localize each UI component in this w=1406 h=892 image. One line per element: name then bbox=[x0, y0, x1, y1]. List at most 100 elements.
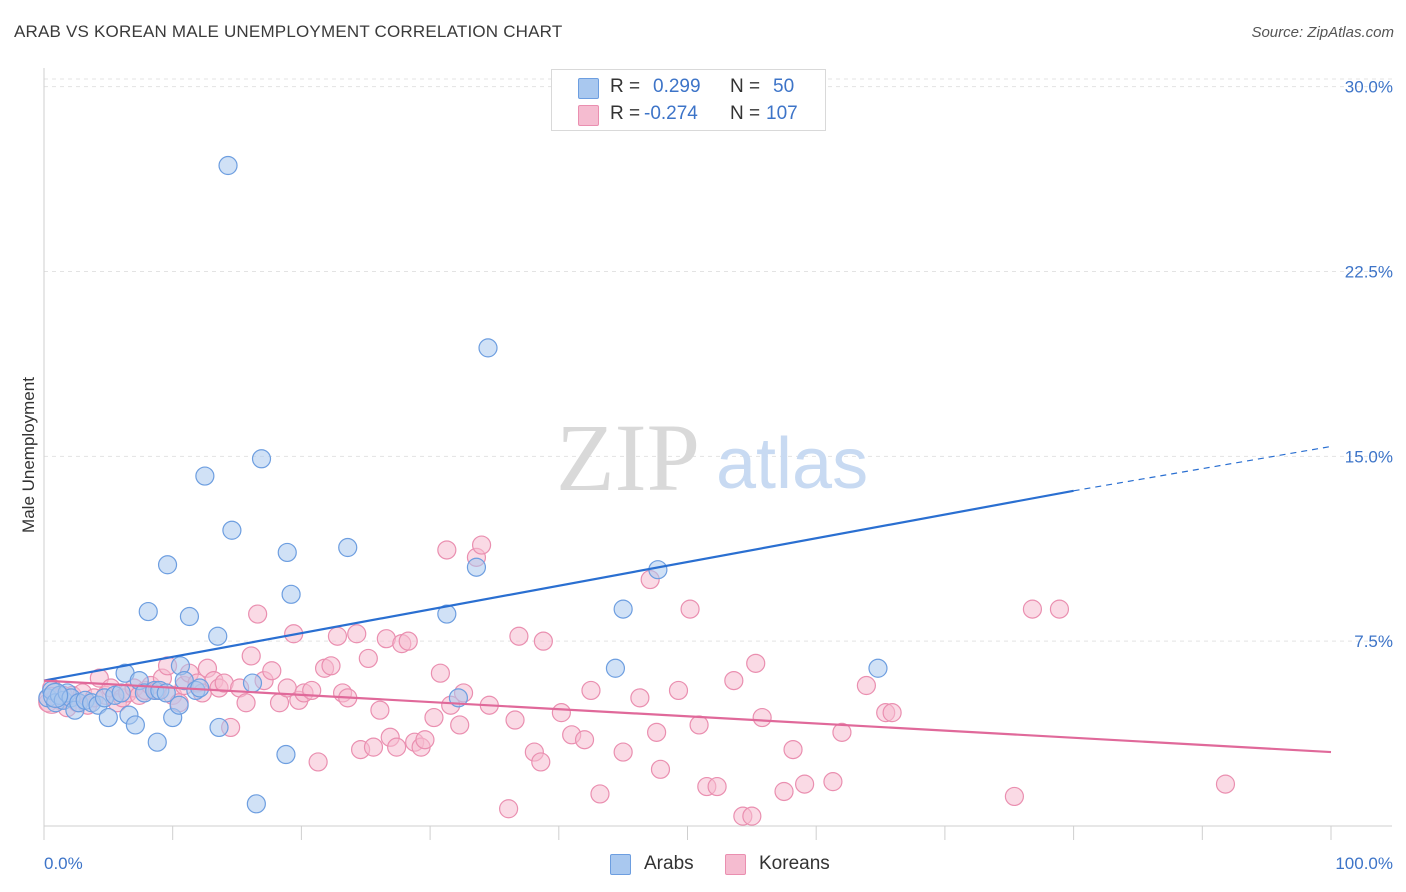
korean-point bbox=[509, 626, 529, 646]
korean-point bbox=[308, 752, 328, 772]
korean-point bbox=[650, 759, 671, 779]
arab-trend-line bbox=[43, 489, 1074, 682]
korean-point bbox=[327, 626, 348, 646]
arab-point bbox=[605, 658, 626, 678]
arab-point bbox=[338, 537, 358, 558]
korean-point bbox=[680, 599, 700, 619]
korean-point bbox=[450, 715, 470, 735]
korean-point bbox=[1022, 599, 1043, 619]
arabs-label: Arabs bbox=[644, 853, 694, 874]
arab-point bbox=[169, 695, 189, 715]
korean-point bbox=[505, 710, 525, 730]
korean-point bbox=[752, 707, 772, 728]
arab-point bbox=[281, 584, 301, 604]
legend-r-label: R = bbox=[610, 76, 641, 97]
arab-point bbox=[147, 732, 167, 752]
arab-point bbox=[276, 744, 296, 765]
arab-point bbox=[242, 673, 263, 693]
korean-swatch bbox=[578, 105, 599, 126]
y-tick-label: 7.5% bbox=[1354, 632, 1393, 651]
korean-point bbox=[742, 806, 762, 826]
korean-point bbox=[347, 624, 367, 644]
korean-point bbox=[574, 730, 595, 750]
korean-point bbox=[613, 742, 633, 762]
korean-point bbox=[1004, 786, 1024, 807]
legend-r-value: 0.299 bbox=[653, 76, 701, 97]
korean-point bbox=[531, 752, 551, 772]
y-tick-label: 22.5% bbox=[1345, 262, 1393, 281]
tick-labels: 7.5% 15.0% 22.5% 30.0% 0.0% 100.0% bbox=[44, 78, 1393, 873]
arab-swatch bbox=[610, 854, 631, 875]
korean-point bbox=[363, 737, 384, 757]
korean-point bbox=[415, 730, 435, 750]
korean-point bbox=[424, 707, 444, 728]
arab-trend-extension bbox=[1073, 445, 1332, 492]
korean-point bbox=[689, 715, 709, 735]
korean-point bbox=[358, 648, 378, 669]
y-tick-label: 30.0% bbox=[1345, 78, 1393, 97]
korean-point bbox=[590, 784, 610, 804]
korean-point bbox=[241, 646, 261, 666]
korean-point bbox=[746, 653, 766, 673]
korean-point bbox=[533, 631, 553, 651]
trend-lines bbox=[43, 445, 1332, 754]
watermark-atlas: atlas bbox=[716, 424, 868, 504]
korean-point bbox=[724, 670, 744, 691]
korean-point bbox=[581, 680, 601, 701]
korean-points bbox=[38, 535, 1236, 826]
korean-point bbox=[262, 661, 282, 681]
arab-point bbox=[111, 683, 131, 703]
arab-point bbox=[98, 707, 118, 728]
korean-point bbox=[630, 688, 650, 708]
legend-r-value: -0.274 bbox=[644, 103, 698, 124]
arab-point bbox=[209, 717, 229, 738]
arab-swatch bbox=[578, 78, 599, 99]
legend-n-value: 107 bbox=[766, 103, 798, 124]
korean-point bbox=[437, 540, 457, 560]
korean-point bbox=[774, 781, 794, 802]
korean-point bbox=[236, 693, 256, 713]
arab-point bbox=[208, 626, 228, 646]
arab-point bbox=[157, 555, 178, 575]
korean-point bbox=[1215, 774, 1236, 794]
korean-point bbox=[783, 739, 803, 760]
x-tick-label: 100.0% bbox=[1335, 854, 1393, 873]
korean-point bbox=[795, 774, 815, 794]
korean-point bbox=[321, 656, 341, 676]
koreans-label: Koreans bbox=[759, 853, 830, 874]
arab-point bbox=[868, 658, 888, 678]
korean-point bbox=[856, 675, 876, 696]
korean-point bbox=[1049, 599, 1070, 619]
korean-point bbox=[398, 631, 418, 651]
y-axis-label: Male Unemployment bbox=[19, 377, 38, 533]
arab-point bbox=[478, 338, 498, 358]
korean-point bbox=[499, 799, 519, 819]
arab-point bbox=[251, 449, 272, 469]
korean-point bbox=[471, 535, 492, 555]
korean-point bbox=[647, 722, 667, 742]
korean-point bbox=[551, 703, 571, 723]
legend-n-label: N = bbox=[730, 103, 761, 124]
watermark: ZIP atlas bbox=[556, 404, 868, 511]
source-credit: Source: ZipAtlas.com bbox=[1251, 24, 1394, 41]
korean-point bbox=[668, 680, 689, 701]
arab-point bbox=[42, 682, 69, 708]
arab-point bbox=[195, 466, 215, 486]
arab-point bbox=[246, 794, 266, 814]
arab-point bbox=[179, 606, 200, 627]
x-tick-label: 0.0% bbox=[44, 854, 83, 873]
arab-point bbox=[222, 520, 242, 540]
legend-n-value: 50 bbox=[773, 76, 795, 97]
korean-swatch bbox=[725, 854, 746, 875]
korean-trend-line bbox=[43, 679, 1332, 754]
korean-point bbox=[430, 663, 450, 683]
arab-point bbox=[613, 599, 633, 619]
legend-n-label: N = bbox=[730, 76, 761, 97]
arab-point bbox=[437, 604, 457, 624]
korean-point bbox=[387, 737, 407, 757]
arab-point bbox=[138, 601, 158, 622]
korean-point bbox=[370, 700, 390, 720]
arab-point bbox=[125, 715, 145, 735]
legend-r-label: R = bbox=[610, 103, 641, 124]
